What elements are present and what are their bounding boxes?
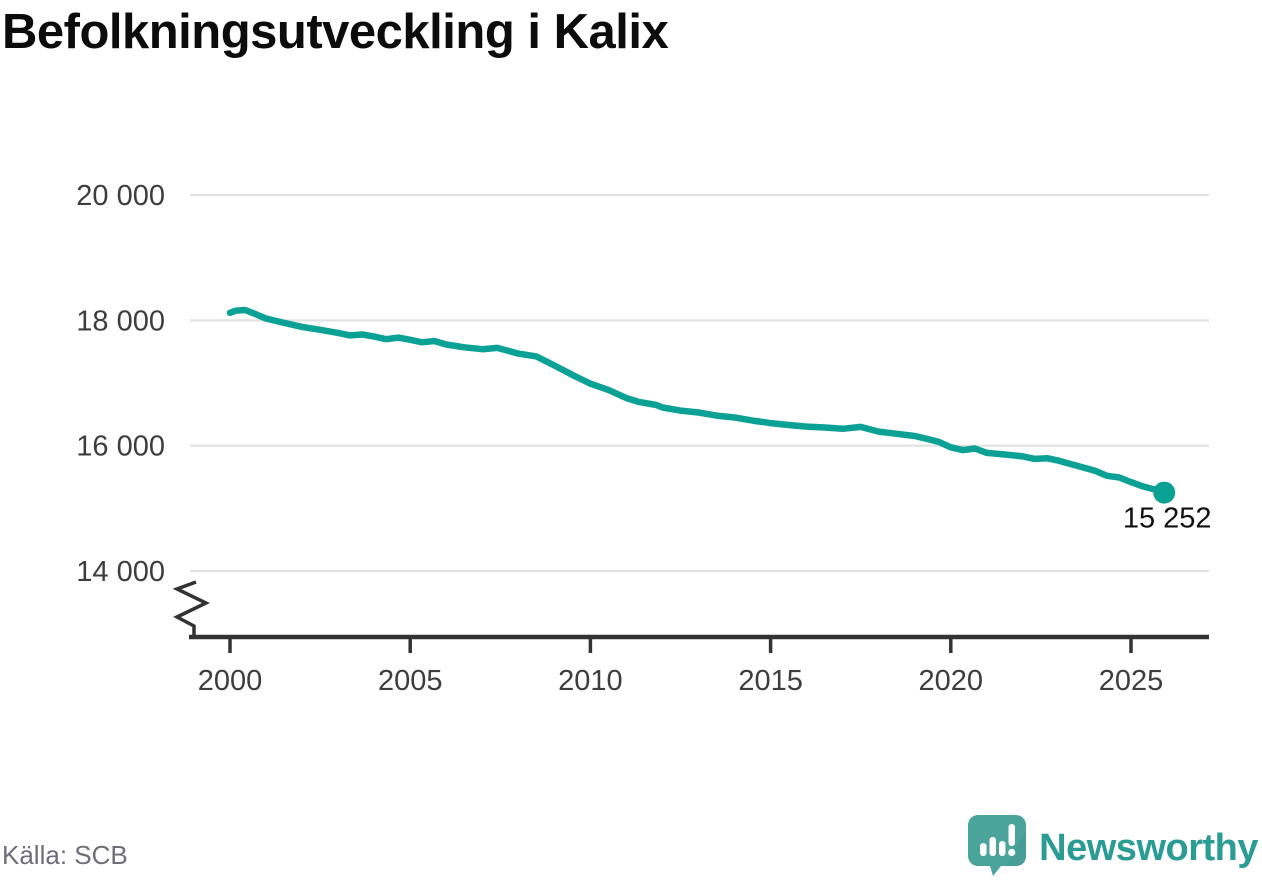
newsworthy-brand: Newsworthy xyxy=(967,814,1258,882)
newsworthy-logo-icon xyxy=(967,814,1027,882)
x-axis-tick-label: 2005 xyxy=(378,665,443,697)
source-note: Källa: SCB xyxy=(2,840,128,870)
y-axis-tick-label: 20 000 xyxy=(76,180,165,212)
latest-value-label: 15 252 xyxy=(1123,503,1212,535)
population-line-chart: 20 000 18 000 16 000 14 000 15 252 2000 2005 20… xyxy=(76,180,1212,697)
x-axis-tick-label: 2025 xyxy=(1099,665,1164,697)
y-axis-break-icon xyxy=(172,580,211,636)
x-axis-tick-label: 2010 xyxy=(558,665,623,697)
x-axis-tick-label: 2000 xyxy=(198,665,263,697)
y-axis-tick-label: 18 000 xyxy=(76,305,165,337)
x-axis-tick-label: 2020 xyxy=(919,665,984,697)
page-title: Befolkningsutveckling i Kalix xyxy=(2,5,669,59)
y-axis-tick-label: 14 000 xyxy=(76,556,165,588)
population-series-line xyxy=(226,306,1168,496)
x-axis-tick-label: 2015 xyxy=(738,665,803,697)
newsworthy-wordmark: Newsworthy xyxy=(1039,826,1258,869)
latest-value-dot xyxy=(1153,481,1176,504)
y-axis-tick-label: 16 000 xyxy=(76,431,165,463)
